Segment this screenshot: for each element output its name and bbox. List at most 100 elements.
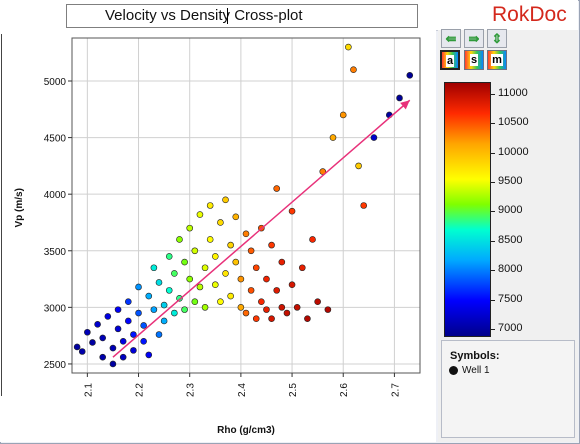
color-scale-bar bbox=[444, 82, 491, 337]
title-input[interactable]: Velocity vs Density Cross-plot bbox=[66, 4, 418, 28]
data-point bbox=[124, 298, 132, 305]
x-axis-title: Rho (g/cm3) bbox=[217, 425, 275, 436]
x-tick-label: 2.4 bbox=[237, 383, 248, 397]
grid-lines bbox=[72, 38, 420, 373]
data-point bbox=[196, 283, 204, 291]
color-scale-label: 9000 bbox=[498, 204, 523, 217]
mode-a-button[interactable]: a bbox=[440, 50, 460, 70]
data-point bbox=[206, 236, 214, 243]
data-point bbox=[140, 338, 147, 345]
data-point bbox=[227, 292, 234, 300]
scatter-plot[interactable]: 2.1 2.2 2.3 2.4 2.5 2.6 2.7 2500 3000 3500 4000 450… bbox=[0, 0, 436, 444]
data-point bbox=[293, 304, 301, 311]
data-point bbox=[314, 298, 321, 305]
data-point bbox=[252, 264, 260, 272]
x-tick-label: 2.2 bbox=[135, 383, 146, 397]
data-point bbox=[114, 306, 122, 313]
mode-s-button[interactable]: s bbox=[464, 50, 484, 70]
symbols-legend bbox=[441, 340, 575, 438]
data-point bbox=[298, 264, 306, 272]
arrow-right-icon[interactable]: ⇛ bbox=[464, 29, 484, 48]
color-scale-label: 8500 bbox=[498, 233, 523, 246]
color-scale-label: 7000 bbox=[498, 322, 523, 335]
data-point bbox=[288, 281, 296, 289]
data-point bbox=[135, 283, 142, 291]
data-point bbox=[201, 264, 209, 272]
data-point bbox=[186, 224, 194, 232]
data-point bbox=[201, 304, 209, 311]
data-point bbox=[370, 134, 378, 141]
x-tick-label: 2.1 bbox=[83, 383, 94, 397]
data-point bbox=[160, 301, 168, 309]
y-tick-label: 3000 bbox=[44, 303, 67, 314]
data-point bbox=[222, 270, 229, 277]
data-point bbox=[130, 331, 137, 338]
data-point bbox=[283, 309, 291, 317]
data-point bbox=[109, 344, 117, 352]
data-point bbox=[150, 306, 158, 313]
data-point bbox=[339, 111, 347, 119]
mode-s-label: s bbox=[469, 54, 479, 66]
x-tick-label: 2.6 bbox=[339, 383, 350, 397]
data-point bbox=[227, 241, 234, 249]
color-scale-tick bbox=[490, 152, 495, 154]
color-scale-tick bbox=[490, 329, 495, 331]
data-point bbox=[119, 353, 127, 361]
data-point bbox=[232, 213, 240, 221]
y-tick-label: 3500 bbox=[44, 247, 67, 258]
data-point bbox=[278, 304, 286, 311]
data-point bbox=[124, 317, 132, 325]
data-point bbox=[217, 219, 224, 226]
data-point bbox=[258, 298, 265, 305]
data-point bbox=[191, 247, 199, 255]
data-point bbox=[263, 275, 270, 283]
data-point bbox=[350, 66, 357, 73]
data-point bbox=[196, 211, 204, 218]
arrow-updown-icon[interactable]: ⇕ bbox=[487, 29, 507, 48]
data-point bbox=[211, 253, 219, 260]
color-scale-label: 10500 bbox=[498, 116, 529, 129]
data-point bbox=[171, 270, 178, 277]
color-scale-label: 9500 bbox=[498, 175, 523, 188]
mode-m-button[interactable]: m bbox=[487, 50, 507, 70]
color-scale-tick bbox=[490, 182, 495, 184]
text-caret bbox=[227, 8, 228, 24]
arrow-left-icon[interactable]: ⇚ bbox=[441, 29, 461, 48]
data-point bbox=[232, 258, 240, 266]
data-point bbox=[396, 94, 403, 102]
color-scale-tick bbox=[490, 270, 495, 272]
data-point bbox=[171, 309, 178, 317]
x-tick-label: 2.3 bbox=[186, 383, 197, 397]
y-axis-title: Vp (m/s) bbox=[14, 188, 25, 227]
data-point bbox=[355, 162, 362, 170]
left-divider bbox=[1, 34, 2, 396]
data-point bbox=[345, 43, 352, 51]
data-point bbox=[319, 168, 327, 175]
data-point bbox=[155, 331, 163, 338]
data-point bbox=[181, 306, 188, 313]
color-scale-tick bbox=[490, 240, 495, 242]
color-scale-tick bbox=[490, 211, 495, 213]
data-point bbox=[130, 347, 137, 354]
y-tick-label: 2500 bbox=[44, 360, 67, 371]
data-point bbox=[278, 258, 286, 266]
data-point bbox=[181, 258, 188, 266]
legend-marker-well-1 bbox=[449, 366, 458, 375]
data-point bbox=[273, 185, 281, 192]
data-point bbox=[206, 202, 214, 209]
title-bar: Velocity vs Density Cross-plot RokDoc bbox=[0, 0, 578, 31]
data-point bbox=[211, 281, 219, 289]
data-point bbox=[360, 202, 368, 209]
color-scale-label: 11000 bbox=[498, 86, 528, 99]
trend-line bbox=[112, 99, 411, 358]
plot-border bbox=[71, 37, 421, 374]
data-point bbox=[288, 207, 296, 215]
data-point bbox=[114, 325, 122, 333]
data-point bbox=[78, 348, 86, 355]
data-point bbox=[252, 315, 260, 322]
data-point bbox=[242, 309, 250, 317]
data-point bbox=[191, 298, 199, 305]
data-point bbox=[186, 275, 194, 283]
data-point bbox=[155, 279, 163, 286]
data-point bbox=[165, 287, 173, 294]
